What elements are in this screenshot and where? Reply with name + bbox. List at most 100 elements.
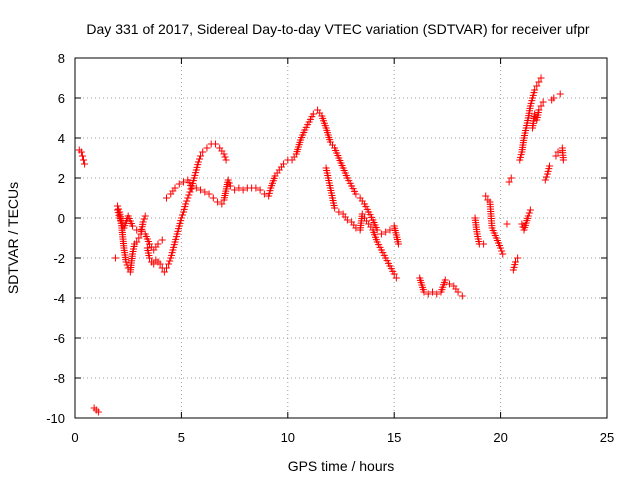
data-point [221, 153, 229, 161]
data-point [182, 200, 190, 208]
data-point [214, 198, 222, 206]
data-point [525, 209, 533, 217]
data-point [514, 254, 522, 262]
y-tick-label: -6 [53, 331, 65, 346]
data-point [433, 290, 441, 298]
data-point [524, 212, 532, 220]
data-point [141, 212, 149, 220]
data-point [81, 160, 89, 168]
data-point [77, 148, 85, 156]
y-tick-label: 4 [58, 131, 65, 146]
data-point [458, 292, 466, 300]
data-point [537, 74, 545, 82]
data-point [224, 176, 232, 184]
data-point [446, 280, 454, 288]
data-point [205, 190, 213, 198]
x-tick-label: 15 [387, 430, 401, 445]
grid [75, 58, 607, 418]
data-point [550, 94, 558, 102]
data-point [511, 258, 519, 266]
x-axis-label: GPS time / hours [288, 458, 395, 474]
data-point [429, 288, 437, 296]
data-point [133, 238, 141, 246]
data-point [390, 270, 398, 278]
data-point [211, 140, 219, 148]
data-point [556, 90, 564, 98]
data-point [137, 226, 145, 234]
data-point [309, 110, 317, 118]
data-point [256, 186, 264, 194]
plot-frame [74, 57, 608, 419]
data-point [235, 184, 243, 192]
chart-title: Day 331 of 2017, Sidereal Day-to-day VTE… [86, 21, 590, 37]
data-point [166, 257, 174, 265]
data-point [180, 178, 188, 186]
data-point [239, 186, 247, 194]
data-point [535, 78, 543, 86]
data-point [226, 182, 234, 190]
data-point [518, 220, 526, 228]
data-point [533, 82, 541, 90]
data-point [497, 244, 505, 252]
data-point [135, 234, 143, 242]
data-point [503, 220, 511, 228]
data-point [192, 184, 200, 192]
y-tick-label: 6 [58, 91, 65, 106]
data-point [203, 144, 211, 152]
data-point [194, 158, 202, 166]
y-tick-label: 2 [58, 171, 65, 186]
data-point [482, 192, 490, 200]
data-point [554, 148, 562, 156]
data-point [280, 160, 288, 168]
data-point [552, 152, 560, 160]
data-point [145, 254, 153, 262]
data-point [559, 156, 567, 164]
data-point [165, 260, 173, 268]
x-tick-label: 20 [493, 430, 507, 445]
y-tick-label: -4 [53, 291, 65, 306]
data-point [220, 150, 228, 158]
data-point [160, 268, 168, 276]
data-point [128, 222, 136, 230]
data-point [183, 197, 191, 205]
data-point [185, 191, 193, 199]
data-point [335, 208, 343, 216]
data-point [209, 194, 217, 202]
data-point [218, 200, 226, 208]
data-point [199, 148, 207, 156]
data-point [150, 260, 158, 268]
data-point [343, 216, 351, 224]
data-point [331, 204, 339, 212]
data-point [358, 210, 366, 218]
data-point [231, 186, 239, 194]
data-point [542, 173, 550, 181]
data-point [122, 258, 130, 266]
data-point [539, 98, 547, 106]
data-point [139, 218, 147, 226]
data-point [163, 194, 171, 202]
data-point [225, 179, 233, 187]
data-point [260, 190, 268, 198]
data-point [177, 214, 185, 222]
data-point [377, 230, 385, 238]
data-point [154, 240, 162, 248]
data-point [201, 188, 209, 196]
data-points [75, 74, 567, 416]
data-point [156, 260, 164, 268]
data-point [392, 274, 400, 282]
y-tick-label: 0 [58, 211, 65, 226]
x-tick-label: 10 [281, 430, 295, 445]
data-point [184, 194, 192, 202]
data-point [526, 206, 534, 214]
data-point [382, 228, 390, 236]
data-point [424, 290, 432, 298]
data-point [222, 156, 230, 164]
data-point [535, 106, 543, 114]
data-point [537, 102, 545, 110]
data-point [140, 215, 148, 223]
data-point [546, 162, 554, 170]
data-point [111, 254, 119, 262]
data-point [498, 247, 506, 255]
data-point [505, 178, 513, 186]
